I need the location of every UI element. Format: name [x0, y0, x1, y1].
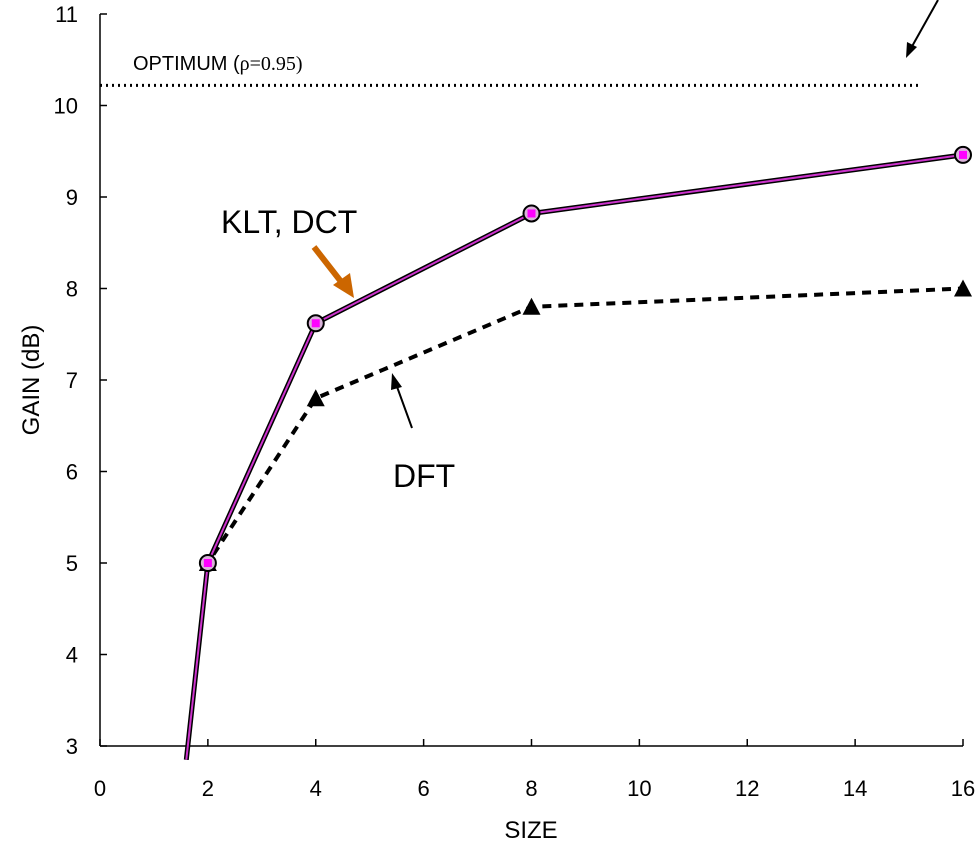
annotation-layer: OPTIMUM (ρ=0.95) KLT, DCT DFT [133, 0, 939, 494]
klt-dct-label: KLT, DCT [221, 204, 357, 240]
y-tick-label: 7 [66, 368, 78, 393]
y-tick-label: 3 [66, 734, 78, 759]
ticks: 0 2 4 6 8 10 12 14 16 3 4 5 6 7 8 9 10 11 [54, 2, 976, 801]
optimum-label-prefix: OPTIMUM ( [133, 53, 240, 75]
x-axis-title: SIZE [504, 817, 557, 844]
x-tick-label: 8 [525, 776, 537, 801]
optimum-arrow-head-icon [906, 42, 917, 58]
x-tick-label: 10 [627, 776, 651, 801]
klt-dct-line-outline [183, 152, 964, 760]
dft-line [184, 286, 964, 760]
optimum-label: OPTIMUM (ρ=0.95) [133, 53, 303, 75]
axes [99, 14, 963, 747]
dft-label: DFT [393, 458, 455, 494]
klt-dct-square-marker [527, 209, 536, 218]
x-tick-label: 0 [94, 776, 106, 801]
x-tick-label: 6 [418, 776, 430, 801]
y-tick-label: 8 [66, 277, 78, 302]
klt-dct-square-marker [203, 559, 212, 567]
y-tick-label: 11 [55, 2, 78, 27]
klt-dct-square-marker [959, 150, 967, 159]
x-tick-label: 16 [951, 776, 975, 801]
y-tick-label: 6 [66, 460, 78, 485]
optimum-arrow [909, 0, 939, 51]
y-tick-label: 9 [66, 185, 78, 210]
klt-dct-arrow-head-icon [333, 273, 354, 298]
x-tick-label: 4 [310, 776, 322, 801]
klt-dct-square-marker [311, 319, 320, 328]
klt-dct-line [185, 153, 964, 760]
y-tick-label: 10 [54, 94, 78, 119]
optimum-label-rho: ρ=0.95) [240, 53, 303, 75]
y-tick-label: 4 [66, 643, 78, 668]
dft-triangle-marker [954, 279, 972, 297]
x-tick-label: 14 [843, 776, 867, 801]
dft-arrow [395, 383, 413, 429]
y-tick-label: 5 [66, 551, 78, 576]
y-axis-title: GAIN (dB) [18, 325, 45, 436]
dft-triangle-marker [306, 389, 325, 407]
x-tick-label: 12 [735, 776, 759, 801]
dft-triangle-marker [522, 297, 541, 315]
series-layer [100, 83, 972, 760]
x-tick-label: 2 [202, 776, 214, 801]
dft-arrow-head-icon [391, 373, 402, 390]
